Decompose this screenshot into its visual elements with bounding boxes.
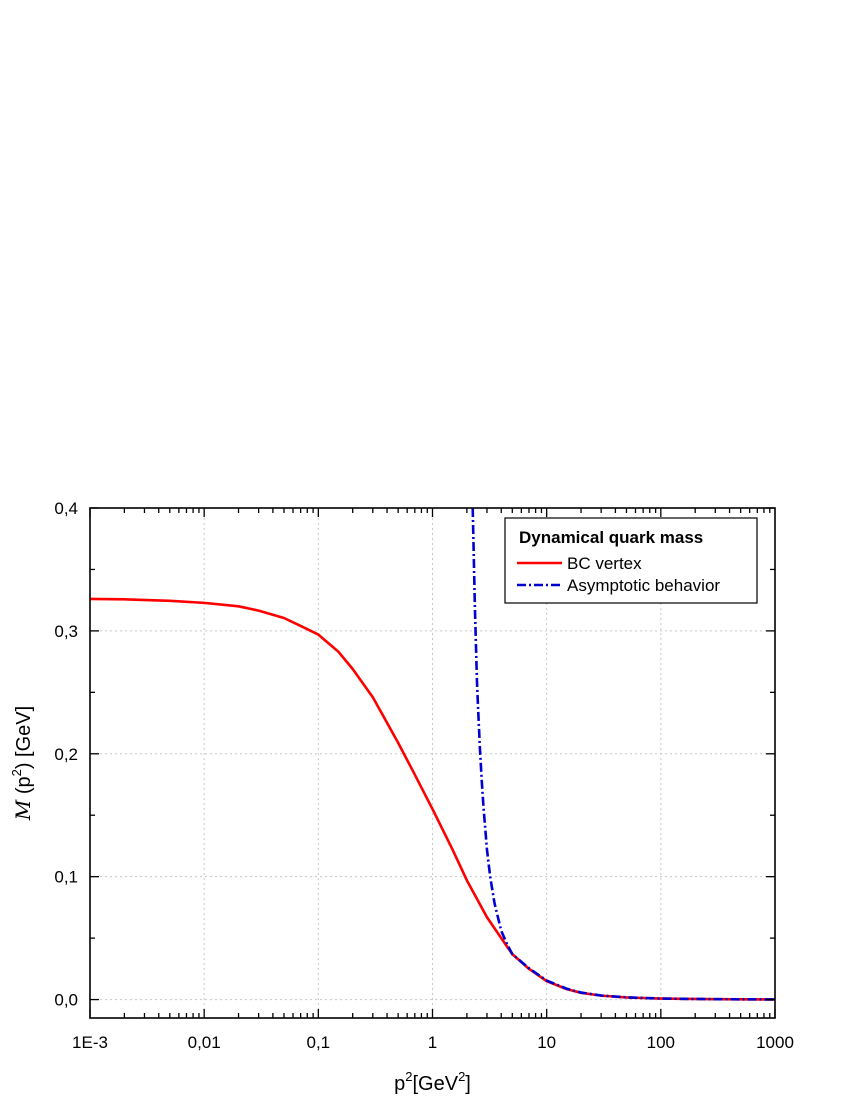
y-tick-label: 0,2 [54,745,78,764]
legend: Dynamical quark mass BC vertex Asymptotic… [504,517,758,604]
y-tick-label: 0,3 [54,622,78,641]
x-tick-label: 100 [647,1033,675,1052]
series-line-0 [89,597,776,1001]
y-tick-label: 0,0 [54,991,78,1010]
legend-label-0: BC vertex [567,554,642,573]
x-tick-label: 0,1 [307,1033,331,1052]
series-lines [89,507,776,1001]
legend-label-1: Asymptotic behavior [567,576,720,595]
x-tick-label: 10 [537,1033,556,1052]
x-tick-label: 1E-3 [72,1033,108,1052]
legend-title: Dynamical quark mass [519,528,703,547]
tick-labels: 1E-3 0,01 0,1 1 10 100 1000 0,0 0,1 0,2 0,3 0,4 [54,499,794,1052]
y-tick-label: 0,4 [54,499,78,518]
y-tick-label: 0,1 [54,868,78,887]
ticks [89,507,776,1018]
x-tick-label: 0,01 [188,1033,221,1052]
legend-box [504,517,758,604]
legend-entries: BC vertex Asymptotic behavior [517,554,720,595]
series-line-1 [471,507,776,1001]
y-axis-title: M (p2) [GeV] [9,706,35,821]
x-axis-title: p2[GeV2] [394,1069,471,1095]
x-tick-label: 1 [428,1033,437,1052]
x-tick-label: 1000 [756,1033,794,1052]
